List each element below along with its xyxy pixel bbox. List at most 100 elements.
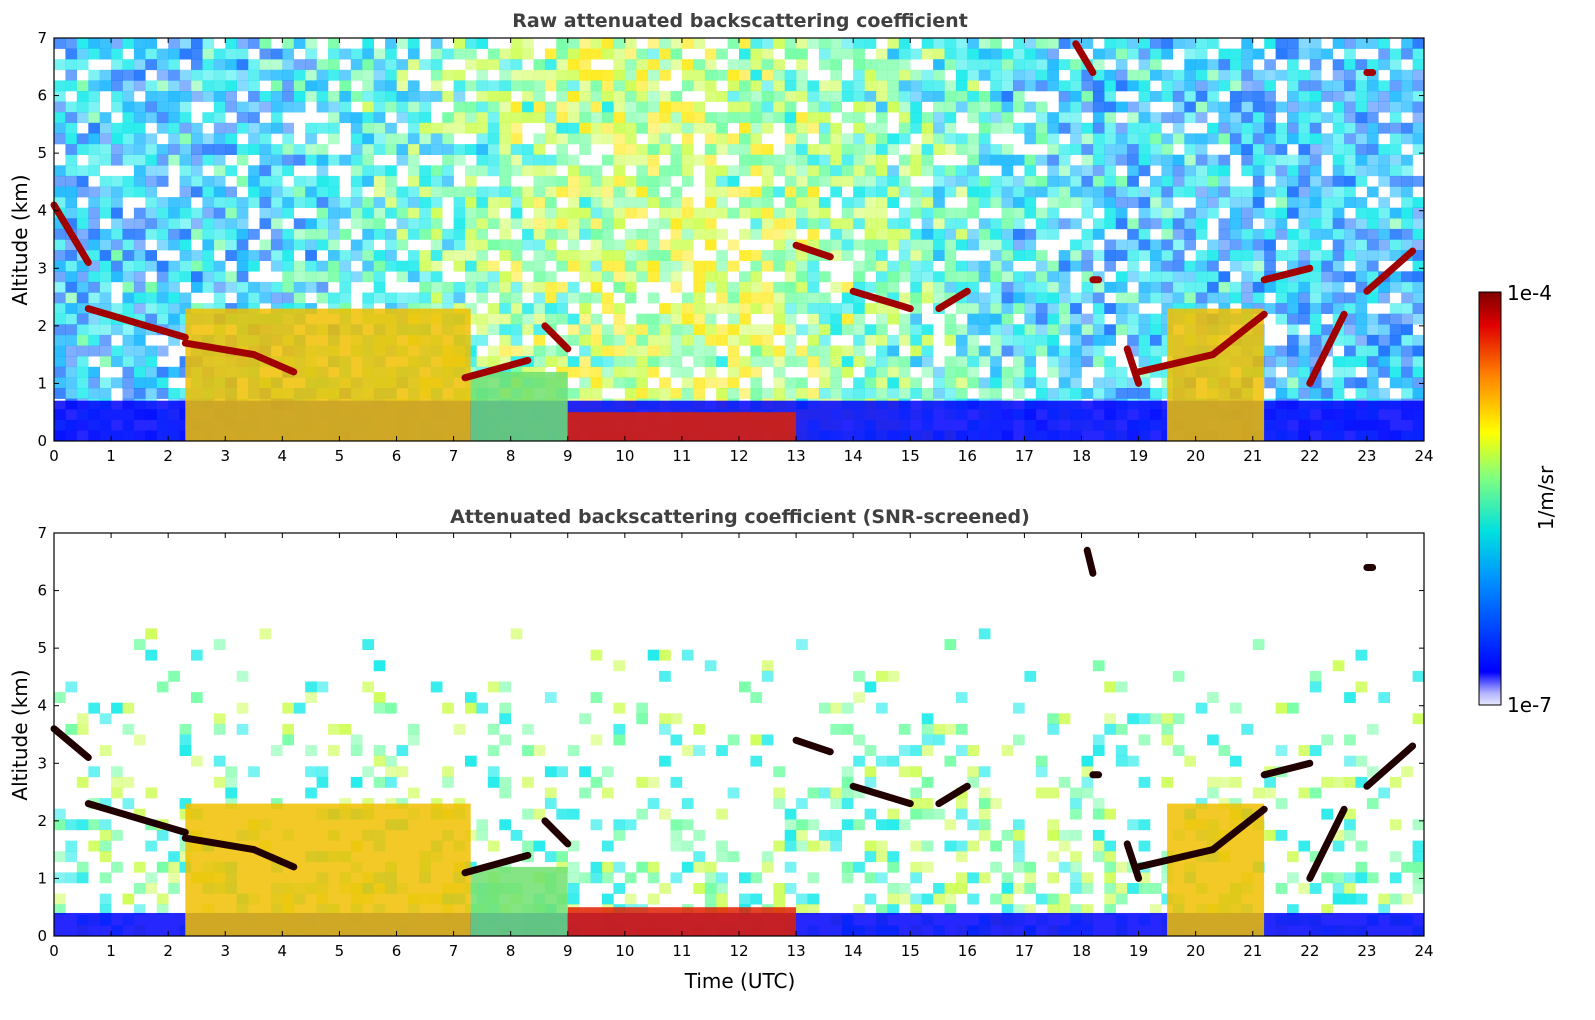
noise-cell bbox=[1344, 872, 1356, 884]
noise-cell bbox=[1104, 218, 1116, 230]
noise-cell bbox=[453, 281, 466, 293]
noise-cell bbox=[442, 281, 454, 293]
noise-cell bbox=[841, 861, 854, 873]
noise-cell bbox=[191, 38, 203, 49]
noise-cell bbox=[487, 239, 500, 251]
noise-cell bbox=[544, 101, 557, 113]
noise-cell bbox=[784, 38, 797, 49]
noise-cell bbox=[933, 175, 945, 187]
noise-cell bbox=[1207, 59, 1219, 71]
noise-cell bbox=[1378, 313, 1390, 325]
noise-cell bbox=[350, 48, 363, 60]
noise-cell bbox=[1184, 69, 1196, 81]
noise-cell bbox=[841, 313, 854, 325]
noise-cell bbox=[579, 197, 591, 208]
noise-cell bbox=[556, 80, 568, 92]
noise-cell bbox=[362, 175, 374, 187]
noise-cell bbox=[1401, 101, 1413, 113]
noise-cell bbox=[191, 649, 203, 661]
noise-cell bbox=[362, 80, 374, 92]
noise-cell bbox=[339, 260, 352, 272]
noise-cell bbox=[978, 303, 991, 314]
noise-cell bbox=[99, 133, 112, 145]
noise-cell bbox=[236, 197, 249, 208]
noise-cell bbox=[624, 112, 637, 124]
noise-cell bbox=[739, 91, 751, 102]
noise-cell bbox=[1229, 112, 1242, 124]
noise-cell bbox=[259, 69, 272, 81]
noise-cell bbox=[624, 197, 637, 208]
noise-cell bbox=[933, 271, 945, 283]
noise-cell bbox=[1115, 144, 1128, 155]
noise-cell bbox=[499, 165, 511, 177]
noise-cell bbox=[864, 91, 877, 102]
noise-cell bbox=[1389, 133, 1402, 145]
noise-cell bbox=[202, 303, 215, 314]
noise-cell bbox=[1344, 893, 1356, 905]
noise-cell bbox=[716, 175, 728, 187]
noise-cell bbox=[750, 122, 763, 134]
noise-cell bbox=[88, 48, 100, 60]
noise-cell bbox=[179, 154, 192, 166]
noise-cell bbox=[1264, 366, 1276, 378]
noise-cell bbox=[898, 377, 911, 389]
noise-cell bbox=[910, 228, 922, 240]
noise-cell bbox=[1001, 239, 1014, 251]
noise-cell bbox=[430, 175, 443, 187]
noise-cell bbox=[990, 69, 1002, 81]
noise-cell bbox=[853, 388, 865, 399]
noise-cell bbox=[910, 207, 922, 219]
noise-cell bbox=[476, 112, 489, 124]
noise-cell bbox=[385, 144, 397, 155]
noise-cell bbox=[1298, 239, 1311, 251]
noise-cell bbox=[1070, 851, 1082, 863]
noise-cell bbox=[670, 144, 683, 155]
noise-cell bbox=[111, 207, 123, 219]
noise-cell bbox=[54, 38, 66, 49]
noise-cell bbox=[933, 48, 945, 60]
noise-cell bbox=[133, 883, 146, 894]
noise-cell bbox=[1150, 250, 1162, 261]
noise-cell bbox=[133, 69, 146, 81]
noise-cell bbox=[510, 313, 523, 325]
noise-cell bbox=[761, 91, 774, 102]
noise-cell bbox=[54, 101, 66, 113]
noise-cell bbox=[921, 345, 934, 357]
noise-cell bbox=[111, 101, 123, 113]
noise-cell bbox=[1275, 883, 1288, 894]
noise-cell bbox=[1104, 122, 1116, 134]
noise-cell bbox=[1309, 356, 1322, 368]
noise-cell bbox=[179, 218, 192, 230]
noise-cell bbox=[191, 59, 203, 71]
noise-cell bbox=[362, 154, 374, 166]
noise-cell bbox=[1127, 38, 1139, 49]
noise-cell bbox=[1275, 228, 1288, 240]
noise-cell bbox=[328, 197, 340, 208]
noise-cell bbox=[156, 861, 169, 873]
noise-cell bbox=[133, 38, 146, 49]
noise-cell bbox=[1035, 250, 1048, 261]
noise-cell bbox=[955, 175, 968, 187]
noise-cell bbox=[624, 228, 637, 240]
cloud-layer bbox=[50, 201, 92, 266]
noise-cell bbox=[647, 186, 660, 198]
noise-cell bbox=[898, 69, 911, 81]
noise-cell bbox=[1275, 250, 1288, 261]
noise-cell bbox=[841, 154, 854, 166]
noise-cell bbox=[476, 122, 489, 134]
noise-cell bbox=[841, 250, 854, 261]
noise-cell bbox=[1013, 904, 1025, 916]
noise-cell bbox=[590, 91, 603, 102]
noise-cell bbox=[1047, 281, 1059, 293]
noise-cell bbox=[487, 840, 500, 852]
noise-cell bbox=[76, 91, 89, 102]
x-tick-label: 3 bbox=[220, 942, 230, 960]
noise-cell bbox=[1344, 808, 1356, 820]
noise-cell bbox=[1344, 112, 1356, 124]
noise-cell bbox=[556, 175, 568, 187]
noise-cell bbox=[270, 144, 283, 155]
noise-cell bbox=[624, 377, 637, 389]
noise-cell bbox=[1309, 281, 1322, 293]
noise-cell bbox=[704, 48, 717, 60]
noise-cell bbox=[841, 345, 854, 357]
